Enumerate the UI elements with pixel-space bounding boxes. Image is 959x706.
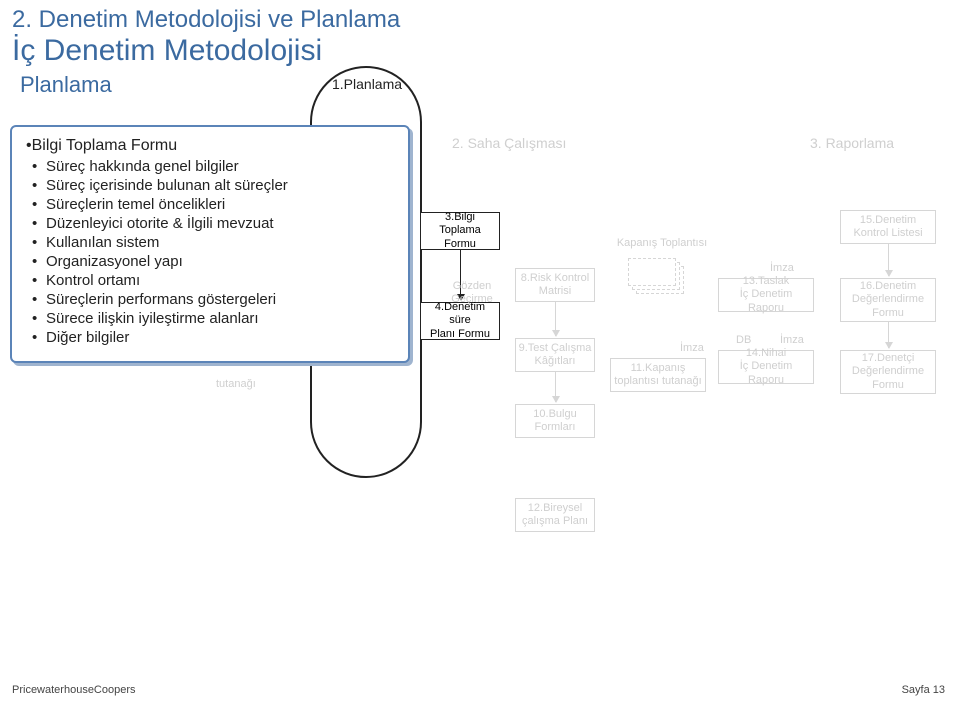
box-16-denetim-degerlendirme: 16.Denetim Değerlendirme Formu [840,278,936,322]
box-12-bireysel: 12.Bireysel çalışma Planı [515,498,595,532]
section-heading: 2. Denetim Metodolojisi ve Planlama [12,6,400,34]
footer-left: PricewaterhouseCoopers [12,684,136,696]
highlight-list: Süreç hakkında genel bilgiler Süreç içer… [36,157,394,347]
highlight-item: Süreçlerin temel öncelikleri [36,195,394,214]
bilgi-toplama-highlight: •Bilgi Toplama Formu Süreç hakkında gene… [10,125,410,363]
box-10-bulgu: 10.Bulgu Formları [515,404,595,438]
label-imza-3: İmza [780,334,804,347]
main-heading: İç Denetim Metodolojisi [12,34,322,68]
box-9-test-calisma: 9.Test Çalışma Kâğıtları [515,338,595,372]
kapanis-stack [628,258,684,294]
box-4-denetim-sure: 4.Denetim süre Planı Formu [420,302,500,340]
highlight-item: Süreç içerisinde bulunan alt süreçler [36,176,394,195]
box-17-denetci-degerlendirme: 17.Denetçi Değerlendirme Formu [840,350,936,394]
box-11-kapanis-tutanagi: 11.Kapanış toplantısı tutanağı [610,358,706,392]
sub-heading: Planlama [20,72,112,98]
highlight-title: Bilgi Toplama Formu [32,137,178,154]
label-imza-2: İmza [770,262,794,275]
highlight-item: Sürece ilişkin iyileştirme alanları [36,309,394,328]
highlight-item: Süreçlerin performans göstergeleri [36,290,394,309]
highlight-item: Kontrol ortamı [36,271,394,290]
label-tutanagi: tutanağı [216,378,256,391]
step-1-label: 1.Planlama [332,76,402,92]
highlight-item: Diğer bilgiler [36,328,394,347]
footer-right: Sayfa 13 [902,684,945,696]
step-3-label: 3. Raporlama [810,135,894,151]
label-db: DB [736,334,751,347]
highlight-item: Süreç hakkında genel bilgiler [36,157,394,176]
step-2-label: 2. Saha Çalışması [452,135,566,151]
highlight-item: Düzenleyici otorite & İlgili mevzuat [36,214,394,233]
box-8-risk-kontrol: 8.Risk Kontrol Matrisi [515,268,595,302]
highlight-item: Organizasyonel yapı [36,252,394,271]
box-14-nihai: 14.Nihai İç Denetim Raporu [718,350,814,384]
arrow-16-to-17 [888,322,889,348]
highlight-item: Kullanılan sistem [36,233,394,252]
box-13-taslak: 13.Taslak İç Denetim Raporu [718,278,814,312]
box-15-denetim-kontrol: 15.Denetim Kontrol Listesi [840,210,936,244]
arrow-8-to-9 [555,302,556,336]
label-gozden-gecirme: Gözden Geçirme [432,280,512,305]
label-imza-1: İmza [680,342,704,355]
box-3-bilgi-toplama: 3.Bilgi Toplama Formu [420,212,500,250]
label-kapanis-toplanti: Kapanış Toplantısı [612,237,712,250]
arrow-15-to-16 [888,244,889,276]
arrow-9-to-10 [555,372,556,402]
